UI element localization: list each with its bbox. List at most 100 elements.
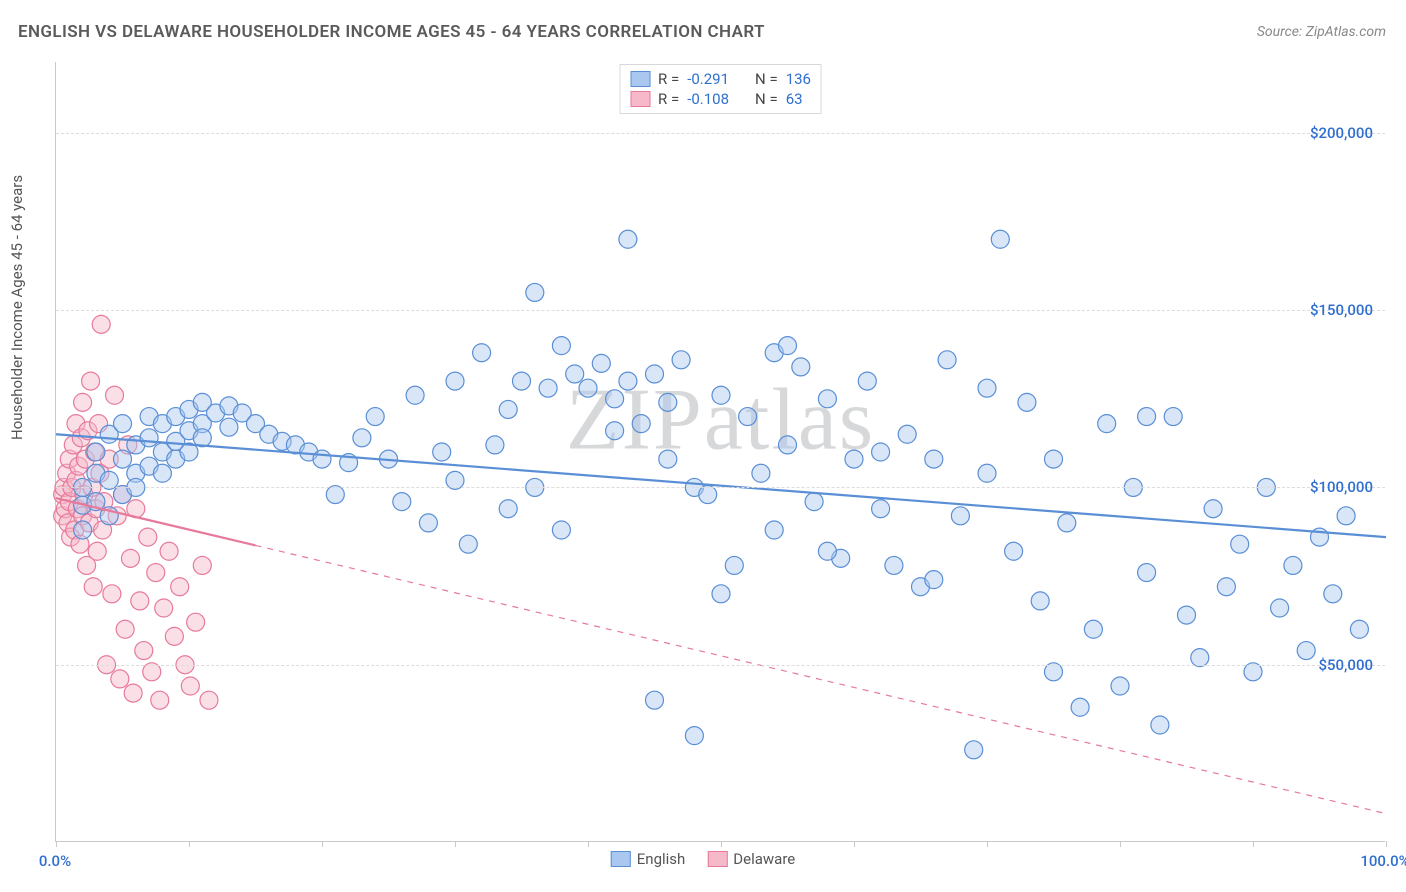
x-tick: [322, 841, 323, 847]
legend-row-delaware: R = -0.108 N = 63: [630, 89, 811, 109]
y-tick-label: $150,000: [1310, 301, 1373, 319]
y-tick-label: $100,000: [1310, 478, 1373, 496]
data-point: [139, 528, 157, 546]
data-point: [965, 741, 983, 759]
gridline: [56, 665, 1385, 666]
data-point: [978, 464, 996, 482]
r-value-delaware: -0.108: [687, 90, 729, 108]
data-point: [82, 372, 100, 390]
x-tick: [1386, 841, 1387, 847]
data-point: [153, 464, 171, 482]
data-point: [619, 372, 637, 390]
data-point: [592, 354, 610, 372]
data-point: [1005, 542, 1023, 560]
data-point: [88, 542, 106, 560]
data-point: [725, 556, 743, 574]
data-point: [74, 393, 92, 411]
data-point: [792, 358, 810, 376]
data-point: [818, 542, 836, 560]
data-point: [187, 613, 205, 631]
data-point: [103, 585, 121, 603]
data-point: [1204, 500, 1222, 518]
x-tick: [588, 841, 589, 847]
data-point: [499, 500, 517, 518]
data-point: [765, 521, 783, 539]
swatch-delaware: [707, 851, 727, 867]
x-tick: [56, 841, 57, 847]
data-point: [140, 429, 158, 447]
data-point: [1350, 620, 1368, 638]
data-point: [1284, 556, 1302, 574]
data-point: [220, 418, 238, 436]
n-label: N =: [755, 90, 778, 108]
data-point: [552, 521, 570, 539]
data-point: [160, 542, 178, 560]
data-point: [1018, 393, 1036, 411]
data-point: [885, 556, 903, 574]
data-point: [1164, 408, 1182, 426]
data-point: [106, 386, 124, 404]
data-point: [459, 535, 477, 553]
data-point: [111, 670, 129, 688]
scatter-svg: [56, 62, 1385, 841]
data-point: [1271, 599, 1289, 617]
legend-label-delaware: Delaware: [733, 850, 795, 868]
data-point: [1217, 578, 1235, 596]
data-point: [646, 365, 664, 383]
data-point: [135, 642, 153, 660]
chart-title: ENGLISH VS DELAWARE HOUSEHOLDER INCOME A…: [18, 22, 765, 42]
legend-item-delaware: Delaware: [707, 850, 795, 868]
x-end-label: 100.0%: [1360, 852, 1406, 870]
x-tick: [721, 841, 722, 847]
data-point: [1337, 507, 1355, 525]
data-point: [114, 450, 132, 468]
data-point: [1151, 716, 1169, 734]
source-attribution: Source: ZipAtlas.com: [1257, 24, 1386, 40]
data-point: [606, 390, 624, 408]
data-point: [1324, 585, 1342, 603]
data-point: [779, 436, 797, 454]
data-point: [353, 429, 371, 447]
data-point: [925, 450, 943, 468]
series-legend: EnglishDelaware: [611, 850, 795, 868]
data-point: [1138, 564, 1156, 582]
data-point: [171, 578, 189, 596]
data-point: [1031, 592, 1049, 610]
data-point: [659, 393, 677, 411]
data-point: [87, 443, 105, 461]
data-point: [526, 283, 544, 301]
data-point: [513, 372, 531, 390]
data-point: [193, 556, 211, 574]
data-point: [672, 351, 690, 369]
data-point: [1084, 620, 1102, 638]
y-axis-label: Householder Income Ages 45 - 64 years: [8, 175, 26, 440]
data-point: [858, 372, 876, 390]
data-point: [1071, 698, 1089, 716]
data-point: [552, 337, 570, 355]
data-point: [433, 443, 451, 461]
data-point: [739, 408, 757, 426]
x-tick: [987, 841, 988, 847]
gridline: [56, 487, 1385, 488]
data-point: [131, 592, 149, 610]
data-point: [74, 521, 92, 539]
data-point: [446, 372, 464, 390]
data-point: [366, 408, 384, 426]
r-label: R =: [658, 70, 679, 88]
data-point: [406, 386, 424, 404]
data-point: [685, 727, 703, 745]
data-point: [1231, 535, 1249, 553]
data-point: [151, 691, 169, 709]
data-point: [872, 500, 890, 518]
data-point: [818, 390, 836, 408]
data-point: [606, 422, 624, 440]
data-point: [499, 400, 517, 418]
data-point: [181, 677, 199, 695]
x-tick: [1120, 841, 1121, 847]
y-tick-label: $200,000: [1310, 124, 1373, 142]
data-point: [155, 599, 173, 617]
data-point: [805, 493, 823, 511]
swatch-delaware: [630, 91, 650, 107]
data-point: [114, 415, 132, 433]
data-point: [752, 464, 770, 482]
